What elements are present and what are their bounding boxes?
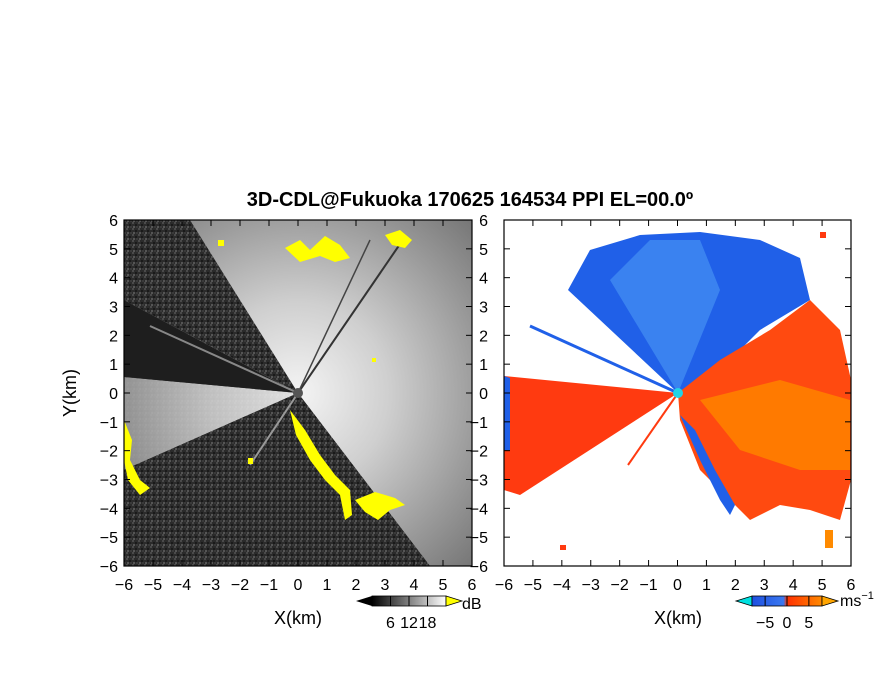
right-colorbar-unit-exponent: −1: [861, 590, 874, 602]
y-tick-label-right: 0: [479, 386, 488, 403]
y-tick-label-right: −6: [470, 559, 488, 576]
velocity-speckle: [825, 530, 833, 548]
y-tick-label-right: −2: [470, 444, 488, 461]
right-colorbar-extend-high: [821, 595, 840, 607]
x-tick-label: −4: [553, 577, 571, 594]
y-tick-label: −1: [100, 415, 118, 432]
x-tick-label: −1: [260, 577, 278, 594]
y-tick-label-right: 5: [479, 242, 488, 259]
y-tick-label: −6: [100, 559, 118, 576]
right-colorbar-extend-low: [734, 595, 753, 607]
y-tick-label: 6: [109, 213, 118, 230]
velocity-radar-origin: [673, 388, 683, 398]
x-tick-label: 0: [673, 577, 682, 594]
y-tick-label: 1: [109, 357, 118, 374]
x-tick-label: 4: [410, 577, 419, 594]
x-tick-label: 5: [439, 577, 448, 594]
velocity-orange-sector: [700, 380, 850, 470]
x-tick-label: 2: [731, 577, 740, 594]
colorbar-tick-label: 0: [783, 615, 792, 632]
x-tick-label: −1: [639, 577, 657, 594]
y-tick-label-right: 4: [479, 271, 488, 288]
snr-streak-line: [297, 243, 401, 394]
x-tick-label: −5: [524, 577, 542, 594]
y-tick-label-right: 6: [479, 213, 488, 230]
colorbar-tick-label: 6: [386, 615, 395, 632]
right-colorbar-ticks: −5 0 5: [756, 596, 813, 632]
x-tick-label: −3: [202, 577, 220, 594]
x-tick-label: −6: [495, 577, 513, 594]
snr-radar-origin: [293, 388, 303, 398]
colorbar-tick-label: 12: [400, 615, 418, 632]
x-tick-label: −2: [611, 577, 629, 594]
y-tick-label-right: −5: [470, 530, 488, 547]
x-tick-label: 3: [381, 577, 390, 594]
x-tick-label: 6: [468, 577, 477, 594]
velocity-beam-line: [627, 392, 679, 466]
x-tick-label: 1: [702, 577, 711, 594]
x-tick-label: 6: [847, 577, 856, 594]
velocity-blue-edge-south: [680, 415, 735, 515]
left-y-axis-label: Y(km): [60, 369, 80, 417]
y-tick-label: 5: [109, 242, 118, 259]
y-tick-label: 4: [109, 271, 118, 288]
left-axis-ticks: −6 −5 −4 −3 −2 −1 0 1 2 3 4 5 6−6 −6−5 −5−4 −4−3 −3−2 −2−…: [100, 213, 488, 594]
colorbar-tick-label: 5: [804, 615, 813, 632]
left-colorbar-extend-high: [445, 595, 464, 607]
y-tick-label-right: 2: [479, 328, 488, 345]
x-tick-label: 4: [789, 577, 798, 594]
left-x-axis-label: X(km): [274, 608, 322, 628]
right-axis-ticks: −6 −5 −4 −3 −2 −1 0 1 2 3 4 5 6: [495, 219, 856, 594]
snr-streak-line: [249, 392, 299, 466]
x-tick-label: −5: [144, 577, 162, 594]
chart-title: 3D-CDL@Fukuoka 170625 164534 PPI EL=00.0…: [247, 189, 693, 211]
velocity-blue-sector-light: [610, 240, 720, 393]
y-tick-label-right: −1: [470, 415, 488, 432]
snr-echo-sector-west: [124, 377, 298, 470]
x-tick-label: 3: [760, 577, 769, 594]
x-tick-label: −2: [231, 577, 249, 594]
y-tick-label-right: 1: [479, 357, 488, 374]
right-colorbar-unit: ms−1: [840, 590, 874, 610]
x-tick-label: −6: [115, 577, 133, 594]
x-tick-label: −4: [173, 577, 191, 594]
y-tick-label: 2: [109, 328, 118, 345]
y-tick-label: 3: [109, 300, 118, 317]
snr-blocked-sector-s: [124, 393, 430, 566]
snr-high-regions: [124, 230, 412, 520]
x-tick-label: 0: [294, 577, 303, 594]
colorbar-tick-label: 18: [419, 615, 437, 632]
right-x-axis-label: X(km): [654, 608, 702, 628]
right-colorbar: ms−1 −5 0 5: [734, 590, 874, 632]
y-tick-label-right: 3: [479, 300, 488, 317]
snr-streak-line: [149, 325, 299, 394]
right-colorbar-unit-base: ms: [840, 593, 861, 610]
velocity-west-blue-edge: [504, 376, 510, 450]
x-tick-label: 5: [818, 577, 827, 594]
y-tick-label: −2: [100, 444, 118, 461]
y-tick-label-right: −4: [470, 501, 488, 518]
velocity-speckle: [820, 232, 826, 238]
velocity-beam-line: [529, 324, 679, 395]
x-tick-label: 1: [323, 577, 332, 594]
left-colorbar-ticks: 6 12 18: [386, 596, 437, 632]
y-tick-label: −3: [100, 473, 118, 490]
colorbar-tick-label: −5: [756, 615, 774, 632]
right-panel: −6 −5 −4 −3 −2 −1 0 1 2 3 4 5 6 X(km): [495, 219, 856, 628]
velocity-west-sector: [504, 376, 678, 495]
left-colorbar-unit: dB: [462, 596, 482, 613]
y-tick-label: −4: [100, 501, 118, 518]
y-tick-label: 0: [109, 386, 118, 403]
y-tick-label-right: −3: [470, 473, 488, 490]
x-tick-label: −3: [582, 577, 600, 594]
left-panel: −6 −5 −4 −3 −2 −1 0 1 2 3 4 5 6−6 −6−5 −5−4 −4−3 −3−2 −2−…: [60, 213, 488, 628]
snr-streak-line: [297, 239, 371, 394]
snr-blocked-sector-n: [124, 220, 298, 393]
y-tick-label: −5: [100, 530, 118, 547]
left-colorbar-extend-low: [356, 596, 372, 606]
left-colorbar: dB 6 12 18: [356, 595, 482, 632]
x-tick-label: 2: [352, 577, 361, 594]
velocity-speckle: [560, 545, 566, 550]
